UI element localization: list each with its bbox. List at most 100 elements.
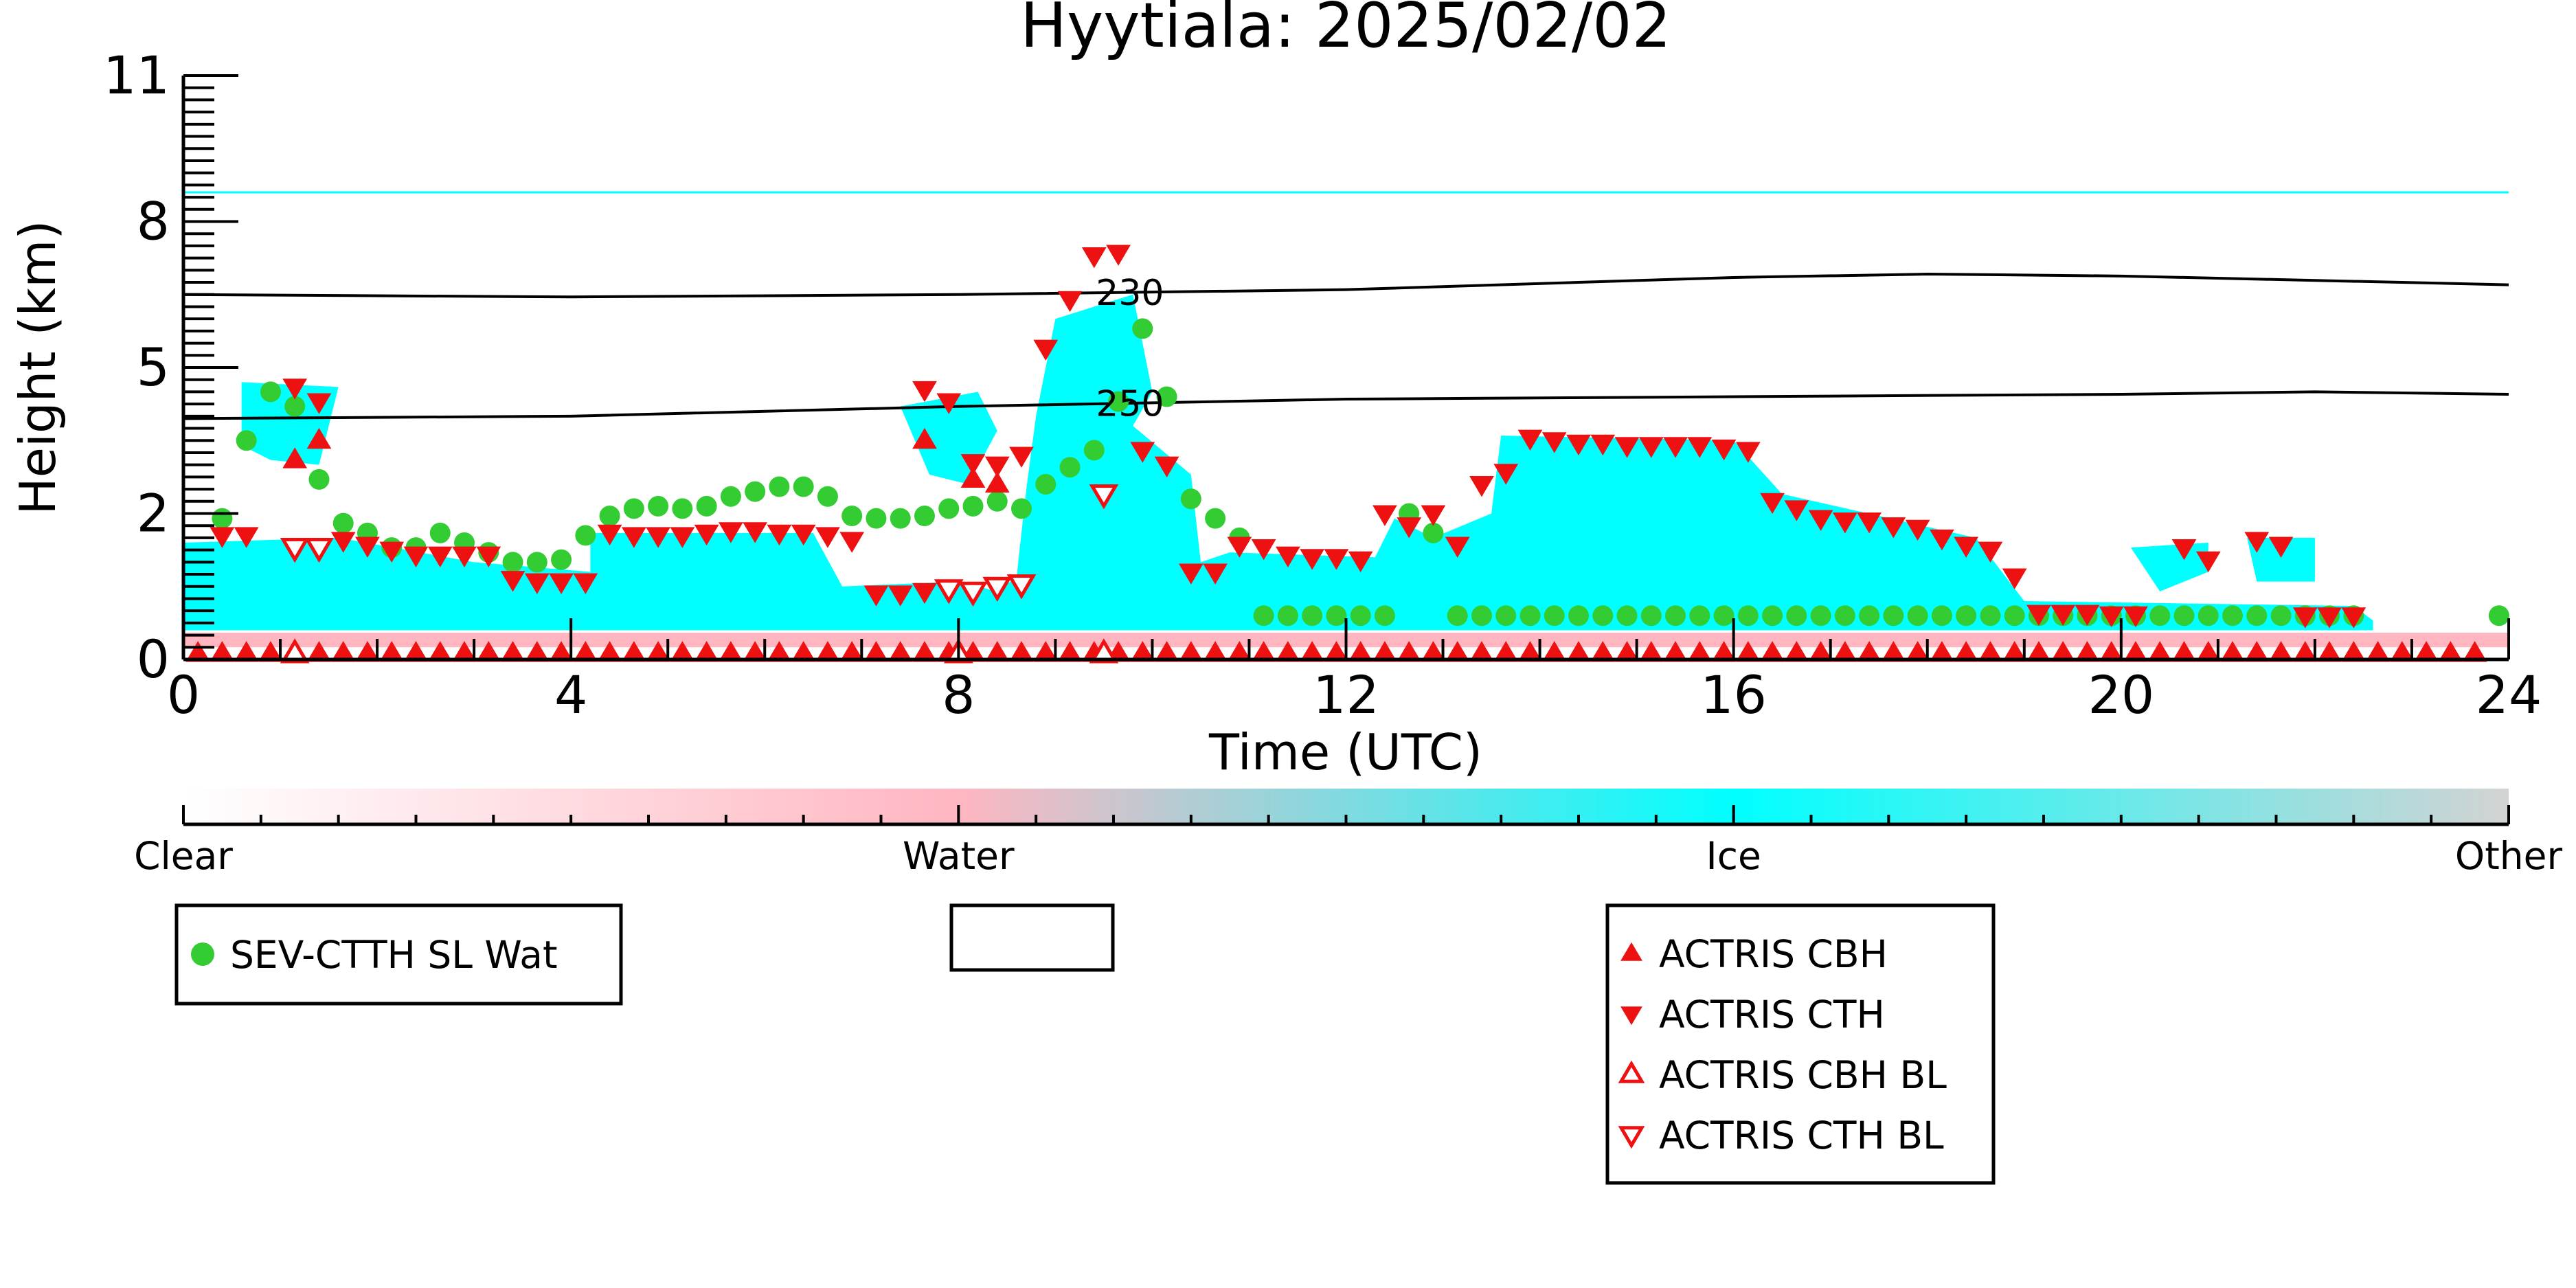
point: [984, 456, 1010, 477]
ice-region-3: [2130, 543, 2208, 591]
point: [1471, 605, 1492, 626]
point: [1519, 605, 1541, 626]
point: [2195, 641, 2221, 662]
point: [863, 585, 889, 607]
point: [694, 524, 719, 546]
point: [984, 641, 1010, 662]
legend-label: ACTRIS CBH BL: [1659, 1053, 1947, 1097]
point: [306, 641, 332, 662]
legend-marker: [191, 942, 214, 966]
point: [743, 641, 768, 662]
y-tick-label: 2: [137, 483, 170, 544]
colorbar-label: Other: [2455, 834, 2563, 878]
point: [1640, 605, 1662, 626]
point: [2317, 641, 2342, 662]
point: [429, 522, 451, 543]
point: [597, 641, 622, 662]
point: [1931, 605, 1952, 626]
point: [1372, 641, 1397, 662]
point: [185, 641, 211, 662]
point: [1421, 505, 1446, 526]
point: [234, 641, 259, 662]
point: [258, 641, 283, 662]
point: [2173, 605, 2195, 626]
point: [1227, 641, 1252, 662]
point: [1132, 318, 1153, 339]
point: [452, 546, 477, 568]
point: [743, 522, 768, 543]
point: [1251, 539, 1276, 561]
point: [282, 379, 308, 400]
point: [234, 527, 259, 548]
point: [2365, 641, 2391, 662]
point: [1810, 605, 1831, 626]
point: [1108, 391, 1129, 412]
point: [573, 641, 598, 662]
point: [1980, 605, 2001, 626]
point: [719, 641, 743, 662]
point: [815, 527, 840, 548]
point: [1033, 641, 1059, 662]
point: [427, 641, 453, 662]
contour-line-250: [183, 390, 2509, 420]
point: [1978, 541, 2003, 563]
point: [1130, 442, 1155, 463]
point: [1493, 641, 1519, 662]
point: [2389, 641, 2415, 662]
point: [1009, 447, 1034, 468]
point: [1421, 641, 1446, 662]
point: [2099, 606, 2124, 628]
point: [2317, 607, 2342, 629]
point: [2195, 551, 2221, 573]
point: [1566, 641, 1591, 662]
point: [330, 641, 356, 662]
plot-axes: 0 2 5 8 11 0 4 8 12 16 20 24: [103, 45, 2542, 725]
point: [720, 486, 741, 507]
point: [551, 549, 572, 570]
point: [2149, 605, 2171, 626]
point: [863, 641, 889, 662]
point: [210, 641, 235, 662]
point: [1006, 574, 1037, 600]
data-markers: [185, 245, 2509, 664]
point: [526, 552, 547, 573]
point: [815, 641, 840, 662]
point: [355, 641, 380, 662]
ice-region-0: [183, 294, 2373, 645]
point: [888, 641, 913, 662]
point: [549, 641, 574, 662]
point: [236, 430, 257, 451]
point: [1397, 641, 1422, 662]
legend-label: ACTRIS CTH BL: [1659, 1114, 1944, 1157]
point: [670, 527, 695, 548]
point: [1203, 563, 1228, 585]
temperature-contours: [183, 272, 2509, 420]
legend-marker: [1620, 1006, 1642, 1026]
point: [1493, 464, 1519, 485]
point: [745, 481, 766, 502]
point: [1883, 605, 1904, 626]
point: [1324, 549, 1349, 570]
point: [958, 581, 988, 607]
point: [1154, 456, 1179, 477]
point: [1178, 641, 1204, 662]
legends: SEV-CTTH SL Wat ACTRIS CBH ACTRIS CTH ACTRI…: [174, 903, 1996, 1185]
point: [912, 381, 937, 403]
point: [1324, 641, 1349, 662]
point: [1616, 605, 1638, 626]
point: [500, 641, 526, 662]
point: [1905, 641, 1930, 662]
point: [260, 381, 281, 403]
point: [1907, 605, 1928, 626]
point: [1057, 641, 1083, 662]
point: [452, 641, 477, 662]
point: [1566, 434, 1591, 456]
point: [1689, 605, 1710, 626]
point: [2341, 641, 2366, 662]
point: [938, 498, 960, 519]
point: [817, 486, 838, 507]
point: [1614, 437, 1640, 458]
legend-marker: [1618, 1126, 1645, 1149]
point: [502, 552, 523, 573]
point: [1590, 641, 1616, 662]
